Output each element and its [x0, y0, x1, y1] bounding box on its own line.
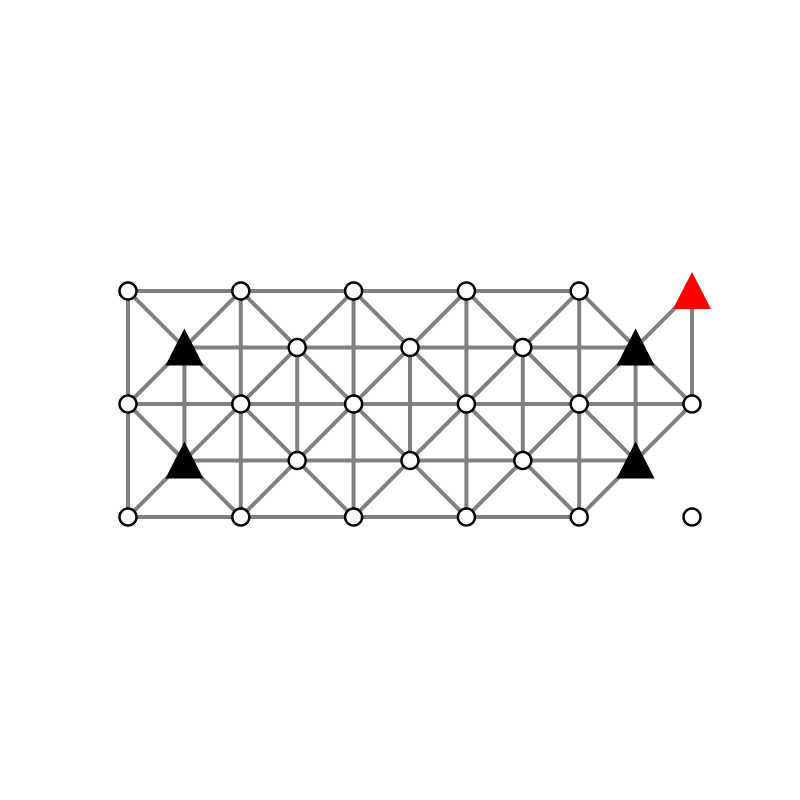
edge-m1c2-r1c3 — [408, 402, 469, 463]
edge-m1c0-r1c1 — [182, 402, 243, 463]
node-triangle-m1c4 — [616, 441, 655, 479]
node-circle-r2c1 — [231, 507, 251, 527]
edges-layer — [126, 289, 694, 519]
node-circle-r2c5 — [682, 507, 702, 527]
node-circle-m0c2 — [400, 337, 420, 358]
edge-m1c4-r1c5 — [633, 402, 694, 463]
node-circle-r1c1 — [231, 394, 251, 414]
edge-m0c4-r0c4 — [577, 289, 638, 350]
node-circle-r2c2 — [343, 507, 364, 527]
edge-m0c2-r0c2 — [351, 289, 412, 350]
node-circle-r0c1 — [231, 281, 251, 301]
node-circle-m1c2 — [400, 450, 420, 471]
edge-m1c3-r1c4 — [520, 402, 582, 463]
edge-m1c2-r2c2 — [351, 458, 412, 519]
edge-m0c2-r1c2 — [351, 345, 412, 406]
edge-m0c1-r1c2 — [295, 345, 356, 406]
node-circle-r2c3 — [456, 507, 477, 527]
node-circle-r0c2 — [343, 281, 364, 301]
edge-m0c1-r1c1 — [238, 345, 300, 406]
node-circle-m1c1 — [287, 450, 307, 471]
node-triangle-m0c4 — [616, 328, 655, 366]
edge-m0c0-r0c0 — [126, 289, 187, 350]
node-circle-r0c3 — [456, 281, 477, 301]
nodes-layer — [118, 272, 711, 527]
node-circle-r1c2 — [343, 394, 364, 414]
edge-m1c2-r2c3 — [408, 458, 469, 519]
edge-m1c3-r2c3 — [464, 458, 525, 519]
edge-m1c1-r1c1 — [238, 402, 300, 463]
node-circle-m1c3 — [513, 450, 533, 471]
edge-m1c3-r2c4 — [520, 458, 582, 519]
edge-m0c3-r1c3 — [464, 345, 525, 406]
edge-m0c3-r0c3 — [464, 289, 525, 350]
node-circle-r1c5 — [682, 394, 702, 414]
edge-m0c3-r1c4 — [520, 345, 582, 406]
node-circle-r0c4 — [569, 281, 589, 301]
edge-m0c2-r1c3 — [408, 345, 469, 406]
node-circle-r2c4 — [569, 507, 589, 527]
edge-m1c4-r1c4 — [577, 402, 638, 463]
node-circle-r1c3 — [456, 394, 477, 414]
edge-m1c2-r1c2 — [351, 402, 412, 463]
node-triangle-m0c0 — [165, 328, 204, 366]
edge-m1c3-r1c3 — [464, 402, 525, 463]
node-circle-r1c4 — [569, 394, 589, 414]
node-triangle-r0c5 — [673, 272, 711, 310]
node-circle-m0c3 — [513, 337, 533, 358]
node-triangle-m1c0 — [165, 441, 204, 479]
edge-m1c1-r2c2 — [295, 458, 356, 519]
node-circle-r0c0 — [118, 281, 138, 301]
node-circle-r2c0 — [118, 507, 138, 527]
edge-m0c1-r0c2 — [295, 289, 356, 350]
edge-m0c2-r0c3 — [408, 289, 469, 350]
edge-m1c1-r1c2 — [295, 402, 356, 463]
node-circle-m0c1 — [287, 337, 307, 358]
node-circle-r1c0 — [118, 394, 138, 414]
edge-m0c0-r0c1 — [182, 289, 243, 350]
edge-m0c3-r0c4 — [520, 289, 582, 350]
edge-m0c1-r0c1 — [238, 289, 300, 350]
edge-m1c0-r1c0 — [126, 402, 187, 463]
edge-m1c1-r2c1 — [238, 458, 300, 519]
